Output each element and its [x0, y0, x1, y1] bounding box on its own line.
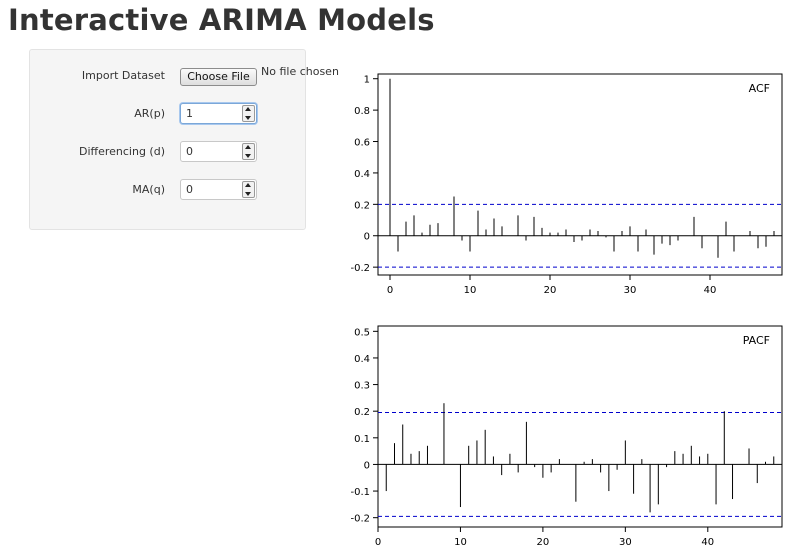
- acf-x-tick-label: 0: [387, 285, 393, 296]
- increment-arrow-icon[interactable]: [243, 106, 254, 113]
- file-status-text: No file chosen: [261, 65, 339, 78]
- acf-title: ACF: [749, 82, 770, 95]
- differencing-d-label: Differencing (d): [78, 145, 165, 158]
- pacf-y-tick-label: 0.2: [354, 407, 370, 418]
- decrement-arrow-icon[interactable]: [243, 114, 254, 121]
- acf-plot-frame: [377, 73, 783, 276]
- acf-x-tick-label: 40: [704, 285, 717, 296]
- acf-x-tick-label: 10: [464, 285, 477, 296]
- choose-file-button[interactable]: Choose File: [180, 68, 257, 86]
- sidebar-panel: Import Dataset Choose File No file chose…: [29, 49, 339, 230]
- pacf-x-tick-label: 30: [619, 537, 632, 548]
- pacf-y-tick-label: 0.3: [354, 381, 370, 392]
- ar-p-stepper[interactable]: [242, 105, 255, 122]
- decrement-arrow-icon[interactable]: [243, 152, 254, 159]
- pacf-y-tick-label: 0.5: [354, 327, 370, 338]
- pacf-x-tick-label: 20: [537, 537, 550, 548]
- pacf-y-tick-label: 0.4: [354, 354, 370, 365]
- pacf-y-tick-label: 0.1: [354, 434, 370, 445]
- pacf-x-tick-label: 40: [701, 537, 714, 548]
- pacf-x-tick-label: 10: [454, 537, 467, 548]
- ar-p-input[interactable]: 1: [180, 103, 257, 124]
- pacf-y-tick-label: -0.2: [350, 514, 370, 525]
- ar-p-value[interactable]: 1: [186, 107, 193, 120]
- acf-y-tick-label: 0.4: [354, 169, 370, 180]
- acf-y-tick-label: 0.6: [354, 138, 370, 149]
- acf-y-tick-label: -0.2: [350, 263, 370, 274]
- acf-x-tick-label: 30: [624, 285, 637, 296]
- acf-x-tick-label: 20: [544, 285, 557, 296]
- pacf-x-tick-label: 0: [375, 537, 381, 548]
- page-title: Interactive ARIMA Models: [8, 3, 435, 37]
- import-dataset-label: Import Dataset: [81, 69, 165, 82]
- acf-y-tick-label: 0.2: [354, 200, 370, 211]
- ma-q-value[interactable]: 0: [186, 183, 193, 196]
- pacf-plot-frame: [377, 325, 783, 528]
- pacf-title: PACF: [743, 334, 770, 347]
- pacf-y-tick-label: 0: [364, 460, 370, 471]
- ma-q-stepper[interactable]: [242, 181, 255, 198]
- acf-y-tick-label: 1: [364, 75, 370, 86]
- differencing-d-value[interactable]: 0: [186, 145, 193, 158]
- differencing-d-stepper[interactable]: [242, 143, 255, 160]
- acf-y-tick-label: 0: [364, 232, 370, 243]
- ar-p-label: AR(p): [134, 107, 165, 120]
- ma-q-input[interactable]: 0: [180, 179, 257, 200]
- increment-arrow-icon[interactable]: [243, 144, 254, 151]
- increment-arrow-icon[interactable]: [243, 182, 254, 189]
- differencing-d-input[interactable]: 0: [180, 141, 257, 162]
- acf-y-tick-label: 0.8: [354, 106, 370, 117]
- decrement-arrow-icon[interactable]: [243, 190, 254, 197]
- ma-q-label: MA(q): [132, 183, 165, 196]
- pacf-y-tick-label: -0.1: [350, 487, 370, 498]
